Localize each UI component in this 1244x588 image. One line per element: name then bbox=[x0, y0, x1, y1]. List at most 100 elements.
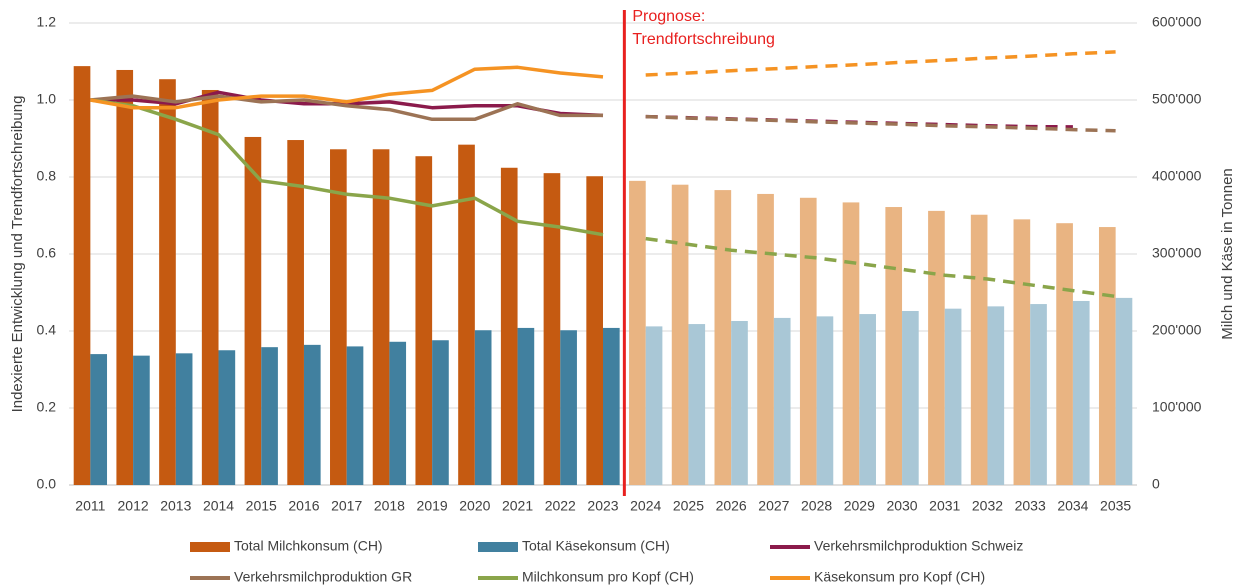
x-tick-label: 2012 bbox=[118, 498, 149, 514]
y-tick-label: 0.4 bbox=[37, 322, 57, 338]
bar bbox=[346, 346, 364, 485]
bar bbox=[500, 167, 518, 485]
bar bbox=[73, 66, 91, 486]
y-tick-label: 0.6 bbox=[37, 245, 57, 261]
bar bbox=[261, 347, 278, 485]
x-tick-label: 2019 bbox=[417, 498, 448, 514]
x-tick-label: 2030 bbox=[886, 498, 917, 514]
y2-tick-label: 0 bbox=[1152, 476, 1160, 492]
bar bbox=[474, 330, 492, 485]
bar bbox=[970, 214, 988, 486]
bar bbox=[773, 317, 791, 485]
annotation: Trendfortschreibung bbox=[632, 31, 775, 48]
x-tick-label: 2014 bbox=[203, 498, 234, 514]
bar bbox=[415, 156, 433, 485]
bar bbox=[1056, 223, 1073, 485]
legend-swatch bbox=[478, 542, 518, 552]
x-tick-label: 2016 bbox=[288, 498, 319, 514]
line bbox=[90, 94, 603, 122]
y2-tick-label: 100'000 bbox=[1152, 399, 1202, 415]
y2-tick-label: 200'000 bbox=[1152, 322, 1202, 338]
x-tick-label: 2024 bbox=[630, 498, 661, 514]
legend-label: Total Käsekonsum (CH) bbox=[522, 538, 670, 554]
bar bbox=[389, 341, 407, 485]
bar bbox=[928, 210, 945, 485]
bar bbox=[517, 327, 535, 485]
bar bbox=[287, 140, 304, 486]
x-tick-label: 2025 bbox=[673, 498, 704, 514]
bar bbox=[330, 149, 347, 485]
bar bbox=[303, 344, 321, 485]
bar bbox=[218, 350, 236, 485]
bar bbox=[1072, 300, 1090, 485]
forecast-line bbox=[645, 50, 1116, 77]
bar bbox=[175, 353, 193, 485]
forecast-line bbox=[645, 114, 1116, 133]
x-tick-label: 2032 bbox=[972, 498, 1003, 514]
x-tick-label: 2028 bbox=[801, 498, 832, 514]
x-tick-label: 2029 bbox=[844, 498, 875, 514]
bar bbox=[586, 176, 603, 486]
bar bbox=[159, 79, 176, 486]
bar bbox=[603, 327, 620, 485]
bar bbox=[133, 355, 150, 485]
line bbox=[90, 98, 604, 237]
line bbox=[90, 90, 604, 118]
y-tick-label: 0.0 bbox=[37, 476, 57, 492]
x-tick-label: 2023 bbox=[587, 498, 618, 514]
x-tick-label: 2021 bbox=[502, 498, 533, 514]
annotation: Prognose: bbox=[632, 8, 705, 25]
bar bbox=[842, 202, 860, 485]
x-tick-label: 2034 bbox=[1057, 498, 1088, 514]
bar bbox=[244, 136, 262, 485]
bar bbox=[757, 193, 774, 485]
bar bbox=[116, 69, 134, 485]
bar bbox=[1098, 227, 1116, 486]
bar bbox=[671, 184, 689, 485]
y2-tick-label: 500'000 bbox=[1152, 91, 1202, 107]
y-tick-label: 1.0 bbox=[37, 91, 57, 107]
bar bbox=[560, 330, 577, 485]
x-tick-label: 2031 bbox=[929, 498, 960, 514]
bar bbox=[1115, 297, 1133, 485]
x-tick-label: 2017 bbox=[331, 498, 362, 514]
bar bbox=[458, 144, 475, 485]
line bbox=[90, 65, 604, 110]
bar bbox=[859, 314, 876, 485]
y-tick-label: 1.2 bbox=[37, 14, 57, 30]
legend-label: Verkehrsmilchproduktion GR bbox=[234, 569, 412, 585]
x-tick-label: 2027 bbox=[758, 498, 789, 514]
y2-axis-label: Milch und Käse in Tonnen bbox=[1219, 168, 1236, 340]
x-tick-label: 2015 bbox=[246, 498, 277, 514]
x-tick-label: 2026 bbox=[716, 498, 747, 514]
bar bbox=[1030, 304, 1047, 485]
bar bbox=[885, 207, 903, 485]
bar bbox=[987, 306, 1005, 485]
bar bbox=[645, 326, 663, 485]
x-tick-label: 2022 bbox=[545, 498, 576, 514]
x-tick-label: 2033 bbox=[1015, 498, 1046, 514]
legend-label: Käsekonsum pro Kopf (CH) bbox=[814, 569, 985, 585]
bar bbox=[432, 340, 449, 485]
bar bbox=[372, 149, 390, 485]
legend-swatch bbox=[190, 542, 230, 552]
y-tick-label: 0.2 bbox=[37, 399, 57, 415]
bar bbox=[629, 180, 646, 485]
x-tick-label: 2035 bbox=[1100, 498, 1131, 514]
bar bbox=[201, 89, 219, 486]
bar bbox=[543, 173, 561, 485]
y2-tick-label: 600'000 bbox=[1152, 14, 1202, 30]
legend-label: Verkehrsmilchproduktion Schweiz bbox=[814, 538, 1023, 554]
y-axis-label: Indexierte Entwicklung und Trendfortschr… bbox=[9, 96, 26, 413]
y2-tick-label: 300'000 bbox=[1152, 245, 1202, 261]
bar bbox=[688, 324, 706, 485]
x-tick-label: 2020 bbox=[459, 498, 490, 514]
bar bbox=[1013, 219, 1031, 485]
bar bbox=[90, 354, 108, 485]
y-tick-label: 0.8 bbox=[37, 168, 57, 184]
y2-tick-label: 400'000 bbox=[1152, 168, 1202, 184]
bar bbox=[731, 320, 748, 485]
bar bbox=[714, 190, 732, 485]
x-tick-label: 2013 bbox=[160, 498, 191, 514]
